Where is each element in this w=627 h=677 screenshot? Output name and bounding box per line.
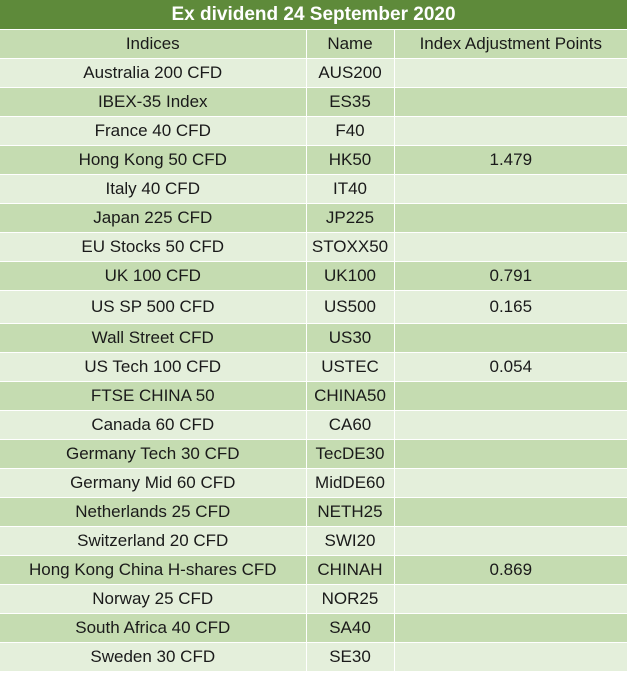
index-cell: Sweden 30 CFD <box>0 642 307 672</box>
index-cell: FTSE CHINA 50 <box>0 381 307 411</box>
points-cell: 0.054 <box>394 352 627 382</box>
index-cell: Italy 40 CFD <box>0 174 307 204</box>
index-cell: Japan 225 CFD <box>0 203 307 233</box>
symbol-cell: SA40 <box>306 613 395 643</box>
index-cell: IBEX-35 Index <box>0 87 307 117</box>
symbol-cell: AUS200 <box>306 58 395 88</box>
table-row: EU Stocks 50 CFD STOXX50 <box>0 232 627 262</box>
index-cell: US Tech 100 CFD <box>0 352 307 382</box>
points-cell <box>394 203 627 233</box>
index-cell: Wall Street CFD <box>0 323 307 353</box>
index-cell: Germany Mid 60 CFD <box>0 468 307 498</box>
table-row: Australia 200 CFD AUS200 <box>0 58 627 88</box>
table-row: Italy 40 CFD IT40 <box>0 174 627 204</box>
table-row: Wall Street CFD US30 <box>0 323 627 353</box>
symbol-cell: SE30 <box>306 642 395 672</box>
table-row: Netherlands 25 CFD NETH25 <box>0 497 627 527</box>
points-cell <box>394 232 627 262</box>
index-cell: Germany Tech 30 CFD <box>0 439 307 469</box>
points-cell <box>394 174 627 204</box>
symbol-cell: STOXX50 <box>306 232 395 262</box>
index-cell: Australia 200 CFD <box>0 58 307 88</box>
symbol-cell: US30 <box>306 323 395 353</box>
table-row: FTSE CHINA 50 CHINA50 <box>0 381 627 411</box>
index-cell: France 40 CFD <box>0 116 307 146</box>
index-cell: Hong Kong 50 CFD <box>0 145 307 175</box>
symbol-cell: MidDE60 <box>306 468 395 498</box>
points-cell: 0.791 <box>394 261 627 291</box>
symbol-cell: US500 <box>306 290 395 324</box>
index-cell: South Africa 40 CFD <box>0 613 307 643</box>
column-header-indices: Indices <box>0 29 307 59</box>
index-cell: Hong Kong China H-shares CFD <box>0 555 307 585</box>
points-cell <box>394 116 627 146</box>
symbol-cell: NETH25 <box>306 497 395 527</box>
points-cell <box>394 439 627 469</box>
index-cell: EU Stocks 50 CFD <box>0 232 307 262</box>
points-cell <box>394 410 627 440</box>
index-cell: Canada 60 CFD <box>0 410 307 440</box>
table-row: Canada 60 CFD CA60 <box>0 410 627 440</box>
table-row: Switzerland 20 CFD SWI20 <box>0 526 627 556</box>
symbol-cell: CHINAH <box>306 555 395 585</box>
table-row: IBEX-35 Index ES35 <box>0 87 627 117</box>
index-cell: Netherlands 25 CFD <box>0 497 307 527</box>
table-row: UK 100 CFD UK100 0.791 <box>0 261 627 291</box>
table-row: US SP 500 CFD US500 0.165 <box>0 290 627 324</box>
symbol-cell: F40 <box>306 116 395 146</box>
symbol-cell: HK50 <box>306 145 395 175</box>
table-row: Hong Kong China H-shares CFD CHINAH 0.86… <box>0 555 627 585</box>
points-cell <box>394 468 627 498</box>
points-cell <box>394 323 627 353</box>
points-cell <box>394 526 627 556</box>
points-cell <box>394 58 627 88</box>
index-cell: US SP 500 CFD <box>0 290 307 324</box>
symbol-cell: USTEC <box>306 352 395 382</box>
points-cell: 0.165 <box>394 290 627 324</box>
table-row: Japan 225 CFD JP225 <box>0 203 627 233</box>
symbol-cell: SWI20 <box>306 526 395 556</box>
symbol-cell: NOR25 <box>306 584 395 614</box>
points-cell <box>394 642 627 672</box>
symbol-cell: UK100 <box>306 261 395 291</box>
symbol-cell: TecDE30 <box>306 439 395 469</box>
symbol-cell: JP225 <box>306 203 395 233</box>
index-cell: UK 100 CFD <box>0 261 307 291</box>
points-cell <box>394 497 627 527</box>
points-cell <box>394 584 627 614</box>
points-cell <box>394 87 627 117</box>
table-row: South Africa 40 CFD SA40 <box>0 613 627 643</box>
table-row: Hong Kong 50 CFD HK50 1.479 <box>0 145 627 175</box>
symbol-cell: ES35 <box>306 87 395 117</box>
table-title: Ex dividend 24 September 2020 <box>0 0 627 30</box>
points-cell <box>394 381 627 411</box>
index-cell: Switzerland 20 CFD <box>0 526 307 556</box>
points-cell: 0.869 <box>394 555 627 585</box>
symbol-cell: IT40 <box>306 174 395 204</box>
table-row: Germany Tech 30 CFD TecDE30 <box>0 439 627 469</box>
column-header-adjustment-points: Index Adjustment Points <box>394 29 627 59</box>
points-cell <box>394 613 627 643</box>
table-row: Norway 25 CFD NOR25 <box>0 584 627 614</box>
table-row: France 40 CFD F40 <box>0 116 627 146</box>
symbol-cell: CA60 <box>306 410 395 440</box>
index-cell: Norway 25 CFD <box>0 584 307 614</box>
table-row: Germany Mid 60 CFD MidDE60 <box>0 468 627 498</box>
column-header-name: Name <box>306 29 395 59</box>
table-row: US Tech 100 CFD USTEC 0.054 <box>0 352 627 382</box>
symbol-cell: CHINA50 <box>306 381 395 411</box>
table-row: Sweden 30 CFD SE30 <box>0 642 627 672</box>
points-cell: 1.479 <box>394 145 627 175</box>
